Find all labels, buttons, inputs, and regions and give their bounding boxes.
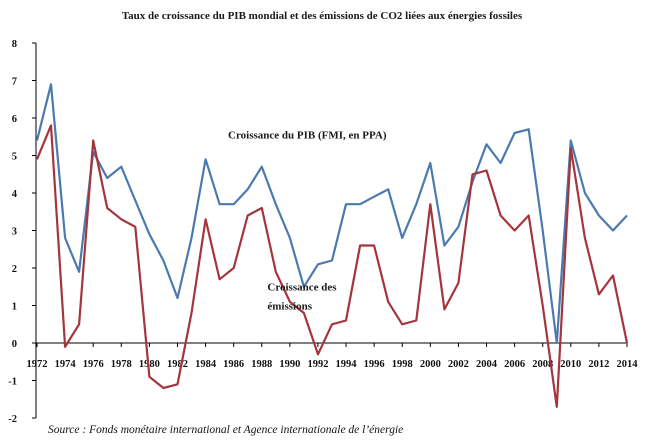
x-tick-label: 1980	[139, 359, 160, 370]
y-tick-label: 7	[12, 77, 17, 88]
x-tick-label: 2008	[532, 359, 553, 370]
x-tick-label: 2000	[420, 359, 441, 370]
y-tick-labels: -2 -1 0 1 2 3 4 5 6 7 8	[8, 39, 18, 425]
x-tick-label: 2010	[560, 359, 581, 370]
series-line-emissions	[35, 124, 629, 408]
x-tick-label: 1996	[364, 359, 385, 370]
x-tick-label: 1972	[27, 359, 48, 370]
source-note: Source : Fonds monétaire international e…	[48, 424, 404, 436]
x-tick-label: 2006	[504, 359, 525, 370]
series-annotation: Croissance des	[267, 282, 337, 294]
series-annotation: Croissance du PIB (FMI, en PPA)	[228, 130, 387, 142]
x-tick-label: 2012	[588, 359, 609, 370]
x-tick-label: 1994	[336, 359, 358, 370]
y-tick-label: 5	[12, 152, 17, 163]
x-tick-label: 1978	[111, 359, 132, 370]
x-tick-label: 1990	[279, 359, 300, 370]
x-tick-label: 1976	[83, 359, 104, 370]
x-tick-label: 2014	[617, 359, 639, 370]
y-tick-label: -2	[8, 414, 17, 425]
y-tick-label: 6	[12, 114, 17, 125]
x-tick-label: 1974	[55, 359, 77, 370]
y-tick-label: 1	[12, 302, 17, 313]
y-tick-label: 2	[12, 264, 17, 275]
series-annotation: émissions	[267, 300, 312, 312]
series-line-pib	[35, 83, 628, 345]
x-tick-label: 1984	[195, 359, 217, 370]
y-tick-label: 3	[12, 227, 17, 238]
x-tick-label: 1988	[251, 359, 272, 370]
x-tick-label: 2002	[448, 359, 469, 370]
annotations: Croissance du PIB (FMI, en PPA) Croissanc…	[228, 130, 387, 313]
x-tick-label: 1982	[167, 359, 188, 370]
x-tick-label: 1986	[223, 359, 244, 370]
axes	[32, 42, 628, 419]
x-tick-label: 1998	[392, 359, 413, 370]
x-tick-label: 1992	[307, 359, 328, 370]
x-tick-labels: 1972 1974 1976 1978 1980 1982 1984 1986 1988 1990…	[27, 359, 639, 370]
y-tick-label: 0	[12, 339, 17, 350]
x-tick-label: 2004	[476, 359, 498, 370]
chart-title: Taux de croissance du PIB mondial et des…	[122, 10, 523, 22]
y-tick-label: 8	[12, 39, 17, 50]
y-tick-label: 4	[12, 189, 18, 200]
series-lines	[35, 83, 629, 408]
y-tick-label: -1	[8, 377, 17, 388]
